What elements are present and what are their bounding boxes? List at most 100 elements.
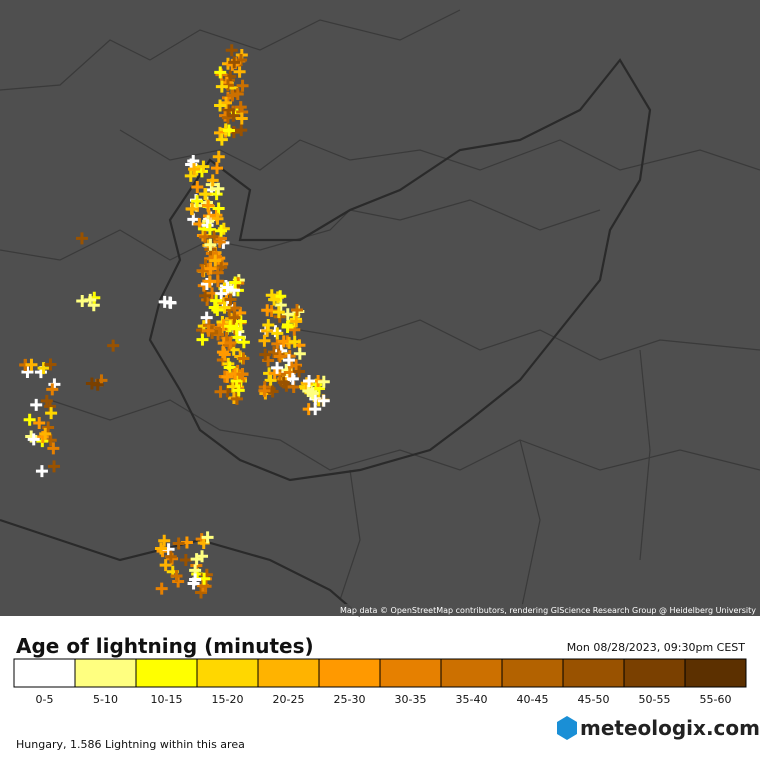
lightning-cross [204,262,217,275]
lightning-cross [232,384,245,397]
lightning-cross [293,347,306,360]
lightning-cross [37,362,50,375]
lightning-cross [258,334,271,347]
lightning-cross [215,224,228,237]
lightning-cross [85,377,98,390]
lightning-cross [211,212,224,225]
lightning-cross [191,195,204,208]
lightning-cross [215,133,228,146]
legend-swatch [562,658,625,688]
lightning-cross [218,301,231,314]
lightning-cross [214,385,227,398]
lightning-cross [215,287,228,300]
legend-title: Age of lightning (minutes) [16,634,314,658]
legend-swatch [318,658,381,688]
lightning-cross [44,358,57,371]
lightning-cross [191,180,204,193]
lightning-cross [21,365,34,378]
lightning-cross [234,101,247,114]
lightning-cross [179,554,192,567]
lightning-cross [47,442,60,455]
lightning-cross [48,460,61,473]
lightning-cross [211,303,224,316]
lightning-cross [33,417,46,430]
lightning-cross [274,290,287,303]
legend-label: 55-60 [700,693,732,706]
lightning-cross [213,235,226,248]
legend-label: 30-35 [395,693,427,706]
lightning-cross [281,308,294,321]
lightning-cross [30,398,43,411]
lightning-cross [212,182,225,195]
legend: 0-5 5-10 10-15 15-20 20-25 25-30 30-35 35-40 40-… [13,658,747,706]
lightning-cross [271,337,284,350]
legend-swatch [623,658,686,688]
lightning-cross [107,339,120,352]
lightning-cross [222,103,235,116]
lightning-cross [209,254,222,267]
lightning-cross [196,333,209,346]
lightning-cross [184,169,197,182]
lightning-cross [159,559,172,572]
lightning-cross [155,542,168,555]
lightning-cross [202,324,215,337]
lightning-cross [187,213,200,226]
lightning-layer [19,44,330,599]
lightning-cross [303,374,316,387]
lightning-cross [223,361,236,374]
lightning-cross [212,328,225,341]
lightning-cross [199,188,212,201]
lightning-cross [288,335,301,348]
lightning-cross [281,321,294,334]
lightning-cross [261,304,274,317]
lightning-cross [224,320,237,333]
lightning-cross [214,99,227,112]
legend-label: 20-25 [273,693,305,706]
legend-label: 10-15 [151,693,183,706]
lightning-cross [317,394,330,407]
legend-swatch [684,658,747,688]
legend-label: 50-55 [639,693,671,706]
lightning-cross [229,276,242,289]
lightning-cross [188,163,201,176]
lightning-cross [282,354,295,367]
lightning-cross [290,359,303,372]
lightning-cross [228,311,241,324]
lightning-cross [216,346,229,359]
lightning-cross [309,403,322,416]
lightning-cross [35,465,48,478]
lightning-cross [233,65,246,78]
legend-swatch [440,658,503,688]
lightning-cross [293,365,306,378]
lightning-cross [84,293,97,306]
lightning-cross [235,112,248,125]
lightning-cross [42,421,55,434]
lightning-cross [272,306,285,319]
logo-icon [557,716,577,740]
lightning-cross [235,124,248,137]
lightning-cross [202,199,215,212]
lightning-cross [237,352,250,365]
map-background [0,0,760,616]
lightning-cross [190,553,203,566]
lightning-cross [224,293,237,306]
lightning-cross [268,293,281,306]
lightning-cross [230,322,243,335]
lightning-cross [75,232,88,245]
lightning-cross [170,569,183,582]
legend-label: 15-20 [212,693,244,706]
lightning-cross [262,318,275,331]
legend-swatch [257,658,320,688]
legend-swatch [13,658,76,688]
lightning-cross [45,407,58,420]
lightning-cross [23,413,36,426]
lightning-cross [234,315,247,328]
lightning-cross [155,582,168,595]
lightning-cross [200,311,213,324]
lightning-cross [271,361,284,374]
lightning-cross [264,374,277,387]
legend-label: 35-40 [456,693,488,706]
lightning-cross [317,375,330,388]
lightning-cross [196,264,209,277]
